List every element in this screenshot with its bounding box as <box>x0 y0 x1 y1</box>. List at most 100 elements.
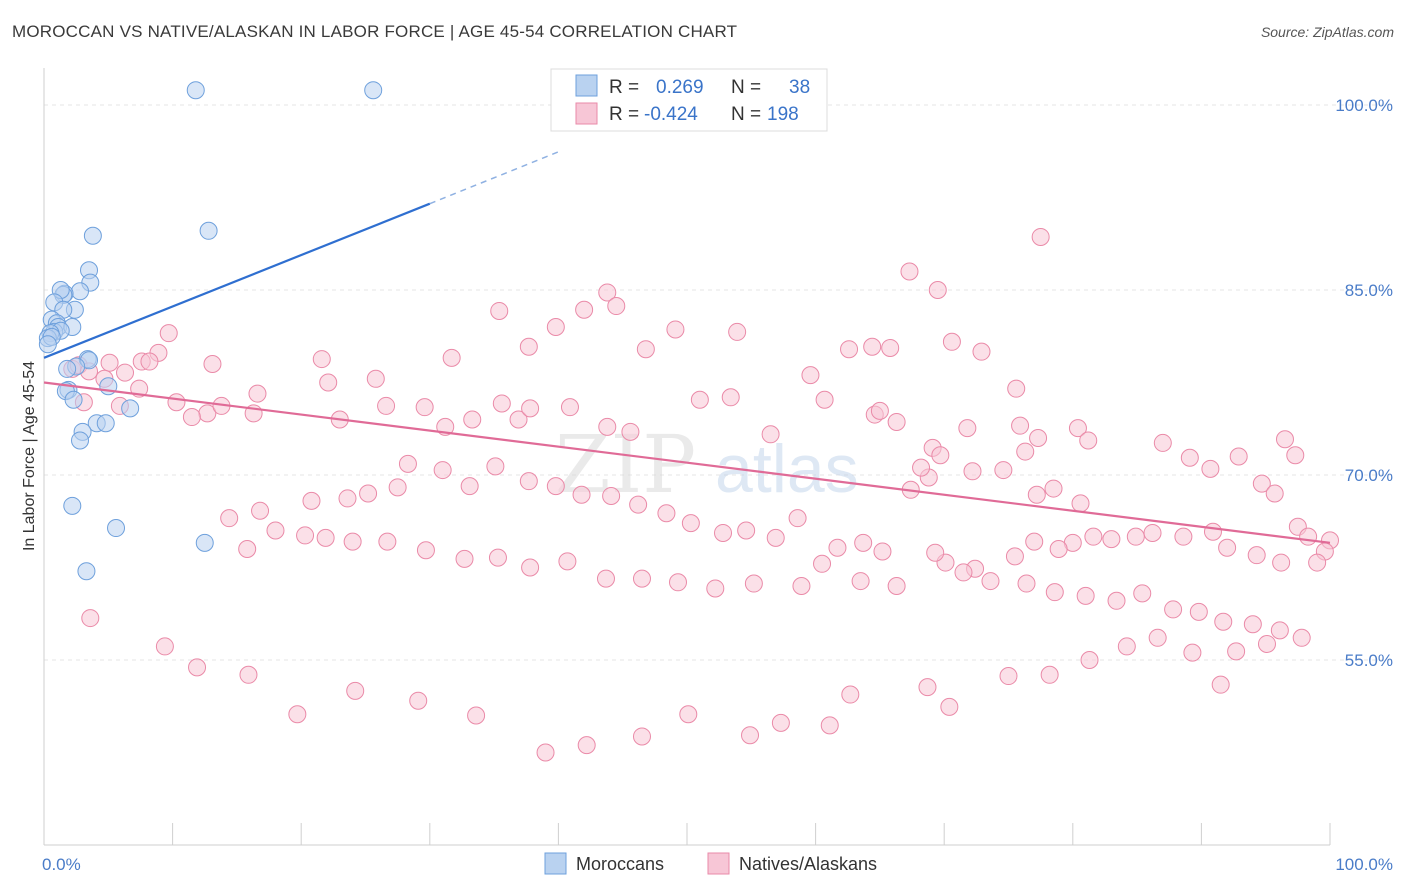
gridlines <box>44 104 1393 661</box>
native-point-184 <box>346 681 365 700</box>
native-point-90 <box>1272 553 1291 572</box>
native-point-181 <box>536 743 555 762</box>
native-point-163 <box>1227 642 1246 661</box>
native-point-121 <box>316 528 335 547</box>
native-point-179 <box>632 727 651 746</box>
x-ticks <box>43 823 1331 845</box>
native-point-113 <box>596 569 615 588</box>
native-point-158 <box>1189 602 1208 621</box>
native-point-132 <box>433 461 452 480</box>
native-point-182 <box>467 706 486 725</box>
native-point-51 <box>621 422 640 441</box>
native-point-176 <box>771 713 790 732</box>
moroccan-point-37 <box>107 519 126 538</box>
native-point-152 <box>1017 574 1036 593</box>
moroccan-point-30 <box>64 390 83 409</box>
native-point-13 <box>972 342 991 361</box>
native-point-142 <box>714 523 733 542</box>
native-point-130 <box>388 478 407 497</box>
bottom-legend-label-natives: Natives/Alaskans <box>739 854 877 874</box>
native-point-124 <box>238 540 257 558</box>
native-point-25 <box>116 363 135 382</box>
native-point-81 <box>1275 430 1294 449</box>
native-point-148 <box>873 542 892 561</box>
native-point-188 <box>155 637 174 656</box>
native-point-164 <box>1257 634 1276 653</box>
native-point-91 <box>1247 546 1266 565</box>
native-point-79 <box>1201 459 1220 478</box>
native-point-122 <box>296 526 315 545</box>
native-point-136 <box>546 477 565 496</box>
y-tick-labels: 100.0% 85.0% 70.0% 55.0% <box>1335 96 1393 670</box>
legend-box: R = 0.269 N = 38 R = -0.424 N = 198 <box>550 68 828 132</box>
native-point-43 <box>415 398 434 417</box>
native-point-119 <box>378 532 397 551</box>
legend-n-label-1: N = <box>731 77 761 98</box>
native-point-84 <box>1265 484 1284 503</box>
native-point-108 <box>792 577 811 595</box>
native-point-167 <box>1148 628 1167 647</box>
trend-lines <box>43 151 1331 544</box>
native-point-120 <box>343 532 362 551</box>
native-point-80 <box>1229 447 1248 466</box>
moroccan-point-31 <box>121 399 140 418</box>
moroccan-point-6 <box>71 282 90 301</box>
native-point-92 <box>1218 538 1237 557</box>
moroccan-point-0 <box>186 81 205 100</box>
native-point-78 <box>1180 448 1199 467</box>
native-point-61 <box>1007 379 1026 398</box>
native-point-49 <box>560 398 579 417</box>
native-point-12 <box>863 337 882 356</box>
native-point-185 <box>288 705 307 724</box>
legend-n-value-1: 38 <box>789 77 810 98</box>
native-point-173 <box>918 678 937 697</box>
native-point-126 <box>251 501 270 520</box>
native-trend-line <box>43 381 1331 544</box>
native-point-72 <box>912 458 931 477</box>
native-point-5 <box>607 297 626 316</box>
native-point-187 <box>188 658 207 677</box>
native-point-134 <box>486 457 505 476</box>
legend-r-label-2: R = <box>609 104 639 125</box>
native-point-112 <box>632 569 651 588</box>
native-point-41 <box>366 369 385 388</box>
native-point-42 <box>377 396 396 415</box>
native-point-70 <box>963 462 982 481</box>
native-point-145 <box>788 509 807 528</box>
native-point-160 <box>1243 615 1262 634</box>
native-point-157 <box>1164 600 1183 619</box>
native-point-97 <box>1102 530 1121 549</box>
native-point-55 <box>801 366 820 385</box>
native-point-23 <box>248 384 267 403</box>
moroccan-point-38 <box>195 533 214 552</box>
moroccan-point-3 <box>199 221 218 240</box>
native-point-2 <box>928 281 947 299</box>
native-point-135 <box>519 472 538 491</box>
native-point-1 <box>900 262 919 281</box>
y-tick-label-2: 70.0% <box>1345 466 1393 485</box>
native-point-47 <box>509 410 528 429</box>
y-axis-title: In Labor Force | Age 45-54 <box>21 361 38 551</box>
native-point-156 <box>1133 584 1152 603</box>
native-point-116 <box>488 548 507 567</box>
native-point-45 <box>463 410 482 429</box>
native-point-62 <box>1011 416 1030 435</box>
native-point-50 <box>598 417 617 436</box>
native-point-54 <box>761 425 780 444</box>
native-point-71 <box>994 461 1013 480</box>
native-point-60 <box>958 419 977 438</box>
legend-n-value-2: 198 <box>767 104 799 125</box>
native-point-107 <box>813 554 832 573</box>
native-point-137 <box>572 485 591 504</box>
native-point-150 <box>954 563 973 582</box>
native-point-149 <box>926 543 945 562</box>
native-point-128 <box>338 489 357 508</box>
moroccan-point-1 <box>364 81 383 100</box>
y-tick-label-0: 100.0% <box>1335 96 1393 115</box>
native-point-89 <box>1308 553 1327 572</box>
native-point-146 <box>828 538 847 557</box>
native-point-4 <box>575 300 594 319</box>
native-point-144 <box>766 528 785 547</box>
native-point-100 <box>1049 540 1068 558</box>
